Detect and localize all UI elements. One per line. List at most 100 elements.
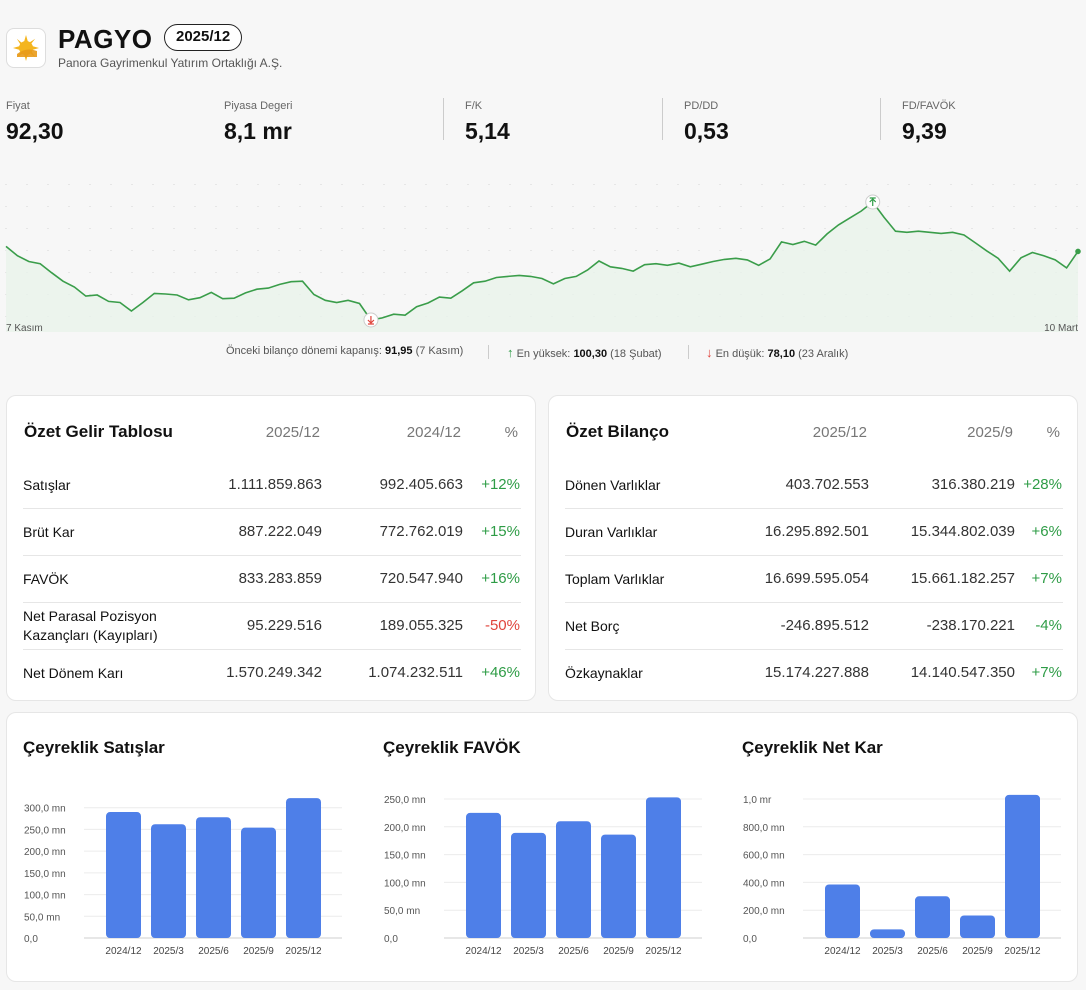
bar — [646, 797, 681, 938]
divider — [880, 98, 881, 140]
y-tick-label: 400,0 mn — [743, 878, 785, 889]
row-change-percent: +6% — [1031, 523, 1062, 540]
prev-close-label: Önceki bilanço dönemi kapanış: — [226, 345, 382, 357]
y-tick-label: 250,0 mn — [24, 825, 66, 836]
row-value-previous: 720.547.940 — [379, 570, 463, 587]
y-tick-label: 0,0 — [384, 934, 398, 945]
x-tick-label: 2025/6 — [198, 946, 229, 957]
y-tick-label: 50,0 mn — [24, 912, 60, 923]
row-change-percent: -4% — [1035, 617, 1062, 634]
table-row: Özkaynaklar 15.174.227.888 14.140.547.350 +… — [565, 650, 1063, 697]
bar — [286, 798, 321, 938]
y-tick-label: 150,0 mn — [24, 869, 66, 880]
row-label: Net Parasal Pozisyon Kazançları (Kayıpla… — [23, 608, 158, 643]
x-tick-label: 2025/12 — [285, 946, 322, 957]
metric-market-cap: Piyasa Degeri 8,1 mr — [224, 100, 292, 145]
metric-value: 5,14 — [465, 118, 510, 144]
table-row: Brüt Kar 887.222.049 772.762.019 +15% — [23, 509, 521, 556]
row-value-current: 16.699.595.054 — [764, 570, 869, 587]
divider — [443, 98, 444, 140]
x-tick-label: 2025/3 — [153, 946, 184, 957]
metric-pb: PD/DD 0,53 — [684, 100, 729, 145]
y-tick-label: 1,0 mr — [743, 795, 772, 806]
row-value-current: 833.283.859 — [238, 570, 322, 587]
bar — [870, 929, 905, 938]
bar — [556, 821, 591, 938]
row-value-current: -246.895.512 — [780, 617, 869, 634]
metric-price: Fiyat 92,30 — [6, 100, 64, 145]
row-value-previous: 15.344.802.039 — [910, 523, 1015, 540]
col-header: 2025/12 — [265, 424, 320, 441]
row-change-percent: +7% — [1031, 664, 1062, 681]
row-value-current: 887.222.049 — [238, 523, 322, 540]
row-value-current: 95.229.516 — [246, 617, 322, 634]
bar — [466, 812, 501, 938]
metric-label: FD/FAVÖK — [902, 100, 956, 112]
quarterly-sales-bar-chart: 0,0 50,0 mn 100,0 mn 150,0 mn 200,0 mn 250,0 … — [24, 798, 342, 957]
table-row: Net Parasal Pozisyon Kazançları (Kayıpla… — [23, 603, 521, 650]
quarterly-ebitda-bar-chart: 0,0 50,0 mn 100,0 mn 150,0 mn 200,0 mn 250,0 … — [384, 795, 702, 957]
row-value-current: 1.570.249.342 — [226, 664, 322, 681]
divider — [488, 345, 489, 359]
table-row: Toplam Varlıklar 16.699.595.054 15.661.182… — [565, 556, 1063, 603]
metric-label: F/K — [465, 100, 483, 112]
y-tick-label: 200,0 mn — [24, 847, 66, 858]
balance-sheet-card: Özet Bilanço 2025/12 2025/9 % Dönen Varl… — [548, 395, 1078, 701]
arrow-down-icon: ↓ — [706, 345, 713, 360]
chart-title-net-profit: Çeyreklik Net Kar — [742, 738, 883, 757]
low-date: (23 Aralık) — [798, 348, 849, 360]
row-label: FAVÖK — [23, 571, 69, 587]
sun-logo-icon — [6, 28, 46, 68]
chart-start-label: 7 Kasım — [6, 323, 43, 334]
row-change-percent: +16% — [481, 570, 520, 587]
y-tick-label: 300,0 mn — [24, 804, 66, 815]
col-header: 2025/12 — [812, 424, 867, 441]
divider — [688, 345, 689, 359]
y-tick-label: 0,0 — [24, 934, 38, 945]
row-change-percent: +7% — [1031, 570, 1062, 587]
bar — [151, 824, 186, 938]
quarterly-net-profit-bar-chart: 0,0 200,0 mn 400,0 mn 600,0 mn 800,0 mn 1,0 m… — [743, 794, 1061, 957]
prev-close-value: 91,95 — [385, 345, 413, 357]
row-value-previous: -238.170.221 — [926, 617, 1015, 634]
bar — [511, 832, 546, 938]
metric-label: Piyasa Degeri — [224, 100, 293, 112]
price-line-chart[interactable] — [0, 180, 1086, 340]
table-row: Net Borç -246.895.512 -238.170.221 -4% — [565, 603, 1063, 650]
table-row: FAVÖK 833.283.859 720.547.940 +16% — [23, 556, 521, 603]
x-tick-label: 2025/3 — [872, 946, 903, 957]
row-value-previous: 14.140.547.350 — [910, 664, 1015, 681]
high-date: (18 Şubat) — [610, 348, 662, 360]
row-value-current: 1.111.859.863 — [228, 476, 322, 493]
row-label: Net Dönem Karı — [23, 665, 124, 681]
bar — [241, 827, 276, 938]
y-tick-label: 200,0 mn — [384, 823, 426, 834]
last-price-dot — [1075, 248, 1081, 255]
period-badge[interactable]: 2025/12 — [164, 24, 243, 51]
low-value: 78,10 — [767, 348, 796, 360]
metric-pe: F/K 5,14 — [465, 100, 510, 145]
x-tick-label: 2025/9 — [243, 946, 274, 957]
metric-value: 92,30 — [6, 118, 64, 144]
x-tick-label: 2025/12 — [645, 946, 682, 957]
chart-title-sales: Çeyreklik Satışlar — [23, 738, 165, 757]
y-tick-label: 50,0 mn — [384, 906, 420, 917]
col-header: 2024/12 — [406, 424, 461, 441]
company-name: Panora Gayrimenkul Yatırım Ortaklığı A.Ş… — [58, 56, 283, 70]
y-tick-label: 600,0 mn — [743, 851, 785, 862]
y-tick-label: 100,0 mn — [384, 878, 426, 889]
low-label: En düşük: — [715, 348, 765, 360]
high-value: 100,30 — [573, 348, 608, 360]
bar — [106, 812, 141, 938]
bar — [960, 915, 995, 938]
divider — [662, 98, 663, 140]
table-row: Dönen Varlıklar 403.702.553 316.380.219 +28… — [565, 462, 1063, 509]
row-label: Satışlar — [23, 477, 71, 493]
row-change-percent: +12% — [481, 476, 520, 493]
card-title: Özet Bilanço — [566, 422, 669, 441]
row-label: Duran Varlıklar — [565, 524, 658, 540]
row-value-previous: 15.661.182.257 — [910, 570, 1015, 587]
metric-label: PD/DD — [684, 100, 719, 112]
metric-label: Fiyat — [6, 100, 30, 112]
x-tick-label: 2025/12 — [1004, 946, 1041, 957]
